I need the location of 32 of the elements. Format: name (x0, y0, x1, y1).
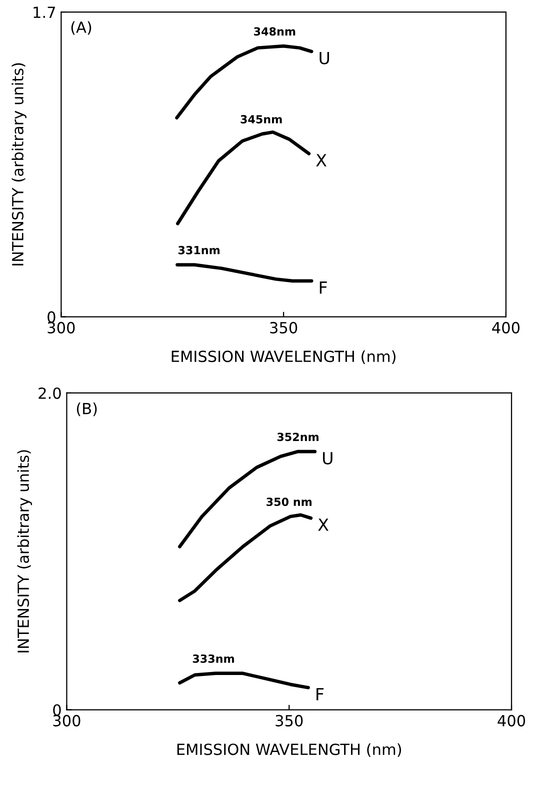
annotation: 345nm (240, 115, 282, 124)
x-tick-label: 350 (276, 714, 303, 726)
y-tick-label: 0 (53, 704, 61, 716)
y-axis-title: INTENSITY (arbitrary units) (17, 450, 32, 652)
x-tick-label: 400 (498, 714, 526, 726)
line-series (178, 450, 317, 548)
line-series (178, 513, 313, 602)
line-series (178, 672, 310, 690)
annotation: 348nm (254, 27, 296, 36)
x-tick-label: 300 (48, 322, 75, 334)
annotation: (A) (71, 21, 92, 35)
annotation: 331nm (178, 246, 220, 254)
annotation: 350 nm (266, 498, 312, 506)
y-axis-title: INTENSITY (arbitrary units) (12, 63, 26, 266)
x-axis-title: EMISSION WAVELENGTH (nm) (172, 350, 396, 364)
y-tick-label: 2.0 (38, 387, 61, 399)
series-label: F (320, 281, 327, 294)
x-tick-label: 350 (270, 322, 298, 334)
series-label: F (316, 688, 324, 700)
series-label: X (318, 518, 328, 531)
x-tick-label: 300 (53, 714, 80, 726)
series-label: U (320, 52, 330, 64)
x-tick-label: 400 (492, 322, 520, 334)
annotation: (B) (76, 402, 97, 416)
line-series (176, 130, 311, 226)
y-tick-label: 1.7 (34, 6, 55, 18)
series-label: U (323, 452, 332, 464)
line-series (176, 263, 314, 283)
series-label: X (316, 154, 326, 166)
x-axis-title: EMISSION WAVELENGTH (nm) (177, 743, 402, 757)
annotation: 333nm (192, 654, 234, 663)
annotation: 352nm (277, 432, 318, 442)
